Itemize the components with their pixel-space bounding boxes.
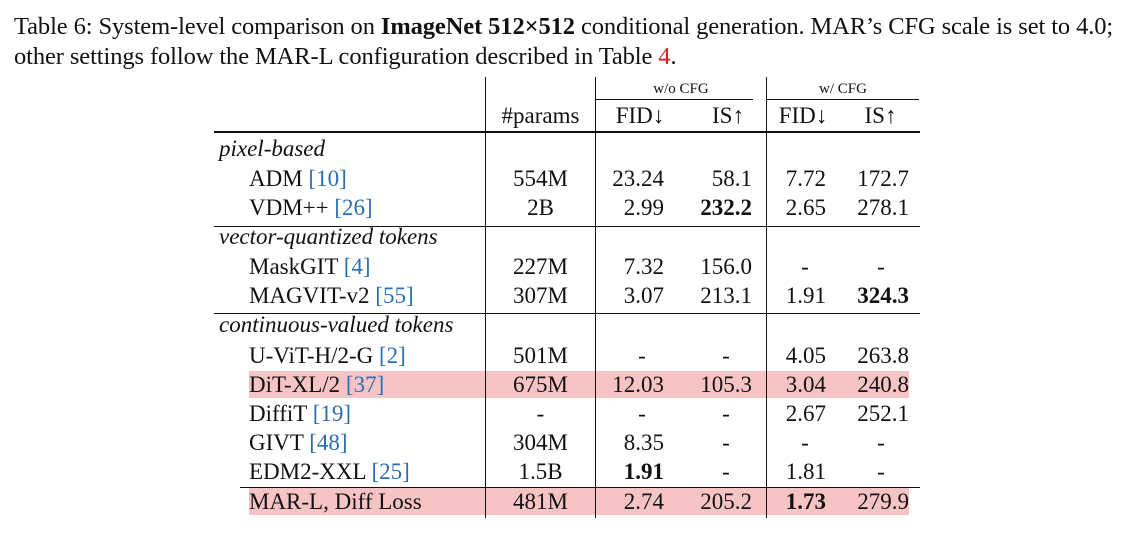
- row-highlight-mar: [249, 488, 909, 515]
- cell-is-wo: 213.1: [700, 283, 752, 308]
- cell-is-w: 172.7: [857, 166, 909, 191]
- cell-fid-wo: 12.03: [612, 372, 664, 397]
- citation-link[interactable]: [19]: [312, 401, 352, 426]
- citation-link[interactable]: [25]: [371, 459, 410, 484]
- cell-is-wo: 58.1: [711, 166, 752, 191]
- row-name: DiT-XL/2 [37]: [249, 372, 385, 397]
- cell-is-wo-best: 232.2: [700, 195, 752, 220]
- cell-fid-wo: 2.74: [623, 489, 664, 514]
- cell-is-wo: 156.0: [700, 254, 752, 279]
- cell-fid-w: 2.67: [785, 401, 826, 426]
- cell-fid-w-best: 1.73: [785, 489, 826, 514]
- cell-fid-wo: 2.99: [623, 195, 664, 220]
- cell-fid-wo: 3.07: [623, 283, 664, 308]
- header-params: #params: [501, 103, 580, 128]
- cell-fid-w: 3.04: [785, 372, 826, 397]
- cell-params: 304M: [513, 430, 568, 455]
- cell-params: 2B: [527, 195, 554, 220]
- cell-is-w: 263.8: [857, 343, 909, 368]
- vrule-cfg-split: [766, 77, 767, 518]
- vrule-params-right: [595, 77, 596, 518]
- group-rule-wo-cfg: [595, 99, 753, 100]
- caption-dataset: ImageNet 512×512: [380, 13, 575, 40]
- caption-table-ref-link[interactable]: 4: [658, 43, 671, 70]
- citation-link[interactable]: [48]: [309, 430, 348, 455]
- citation-link[interactable]: [4]: [343, 254, 371, 279]
- row-name: GIVT [48]: [249, 430, 348, 455]
- final-row-rule: [240, 487, 920, 488]
- citation-link[interactable]: [10]: [308, 166, 347, 191]
- cell-params: 1.5B: [518, 459, 563, 484]
- cell-is-w: 240.8: [857, 372, 909, 397]
- table-caption: Table 6: System-level comparison on Imag…: [14, 12, 1126, 72]
- cell-is-wo: 105.3: [700, 372, 752, 397]
- row-name: MaskGIT [4]: [249, 254, 371, 279]
- cell-params: 307M: [513, 283, 568, 308]
- row-name: DiffiT [19]: [249, 401, 352, 426]
- row-name: VDM++ [26]: [249, 195, 373, 220]
- cell-params: 675M: [513, 372, 568, 397]
- cell-fid-w: 7.72: [785, 166, 826, 191]
- section-title-continuous: continuous-valued tokens: [219, 312, 454, 337]
- cell-fid-w: 1.81: [785, 459, 826, 484]
- header-fid-w: FID↓: [778, 103, 828, 128]
- group-rule-w-cfg: [767, 99, 919, 100]
- cell-fid-wo: 7.32: [623, 254, 664, 279]
- cell-is-wo: 205.2: [700, 489, 752, 514]
- cell-fid-w: 4.05: [785, 343, 826, 368]
- section-title-pixel: pixel-based: [219, 136, 326, 161]
- header-group-wo-cfg: w/o CFG: [653, 81, 709, 97]
- row-name-ours: MAR-L, Diff Loss: [249, 489, 422, 514]
- cell-is-wo: -: [722, 459, 730, 484]
- section-rule-1: [214, 226, 920, 227]
- cell-params: 481M: [513, 489, 568, 514]
- cell-fid-wo: -: [638, 401, 646, 426]
- cell-is-wo: -: [722, 430, 730, 455]
- header-fid-wo: FID↓: [615, 103, 665, 128]
- cell-is-wo: -: [722, 343, 730, 368]
- cell-fid-w: -: [801, 430, 809, 455]
- cell-is-w: 252.1: [857, 401, 909, 426]
- caption-end: .: [670, 43, 677, 70]
- cell-params: -: [536, 401, 545, 426]
- cell-fid-w: 2.65: [785, 195, 826, 220]
- citation-link[interactable]: [26]: [334, 195, 373, 220]
- row-name: EDM2-XXL [25]: [249, 459, 410, 484]
- caption-text-1: System-level comparison on: [92, 13, 381, 40]
- header-rule: [214, 131, 920, 133]
- cell-is-w: 278.1: [857, 195, 909, 220]
- cell-is-w: -: [877, 254, 885, 279]
- cell-is-w-best: 324.3: [857, 283, 909, 308]
- cell-fid-w: -: [801, 254, 809, 279]
- section-title-vq: vector-quantized tokens: [219, 224, 438, 249]
- citation-link[interactable]: [2]: [379, 343, 406, 368]
- row-name: ADM [10]: [249, 166, 347, 191]
- cell-params: 501M: [513, 343, 568, 368]
- caption-label: Table 6:: [14, 13, 93, 40]
- cell-is-w: -: [877, 430, 885, 455]
- cell-params: 227M: [513, 254, 568, 279]
- header-is-w: IS↑: [864, 103, 897, 128]
- cell-params: 554M: [513, 166, 568, 191]
- citation-link[interactable]: [37]: [345, 372, 385, 397]
- row-name: MAGVIT-v2 [55]: [249, 283, 414, 308]
- row-name: U-ViT-H/2-G [2]: [249, 343, 406, 368]
- cell-fid-wo: 8.35: [623, 430, 664, 455]
- cell-is-w: 279.9: [857, 489, 909, 514]
- caption-text-2: conditional generation. MAR’s CFG scale …: [14, 13, 1114, 70]
- cell-is-wo: -: [722, 401, 730, 426]
- cell-fid-w: 1.91: [785, 283, 826, 308]
- cell-fid-wo: 23.24: [612, 166, 664, 191]
- citation-link[interactable]: [55]: [375, 283, 414, 308]
- cell-is-w: -: [877, 459, 885, 484]
- cell-fid-wo-best: 1.91: [623, 459, 664, 484]
- header-group-w-cfg: w/ CFG: [819, 81, 867, 97]
- header-is-wo: IS↑: [712, 103, 744, 128]
- cell-fid-wo: -: [638, 343, 646, 368]
- row-highlight-dit: [249, 371, 909, 398]
- vrule-params-left: [485, 77, 486, 518]
- section-rule-2: [214, 313, 920, 314]
